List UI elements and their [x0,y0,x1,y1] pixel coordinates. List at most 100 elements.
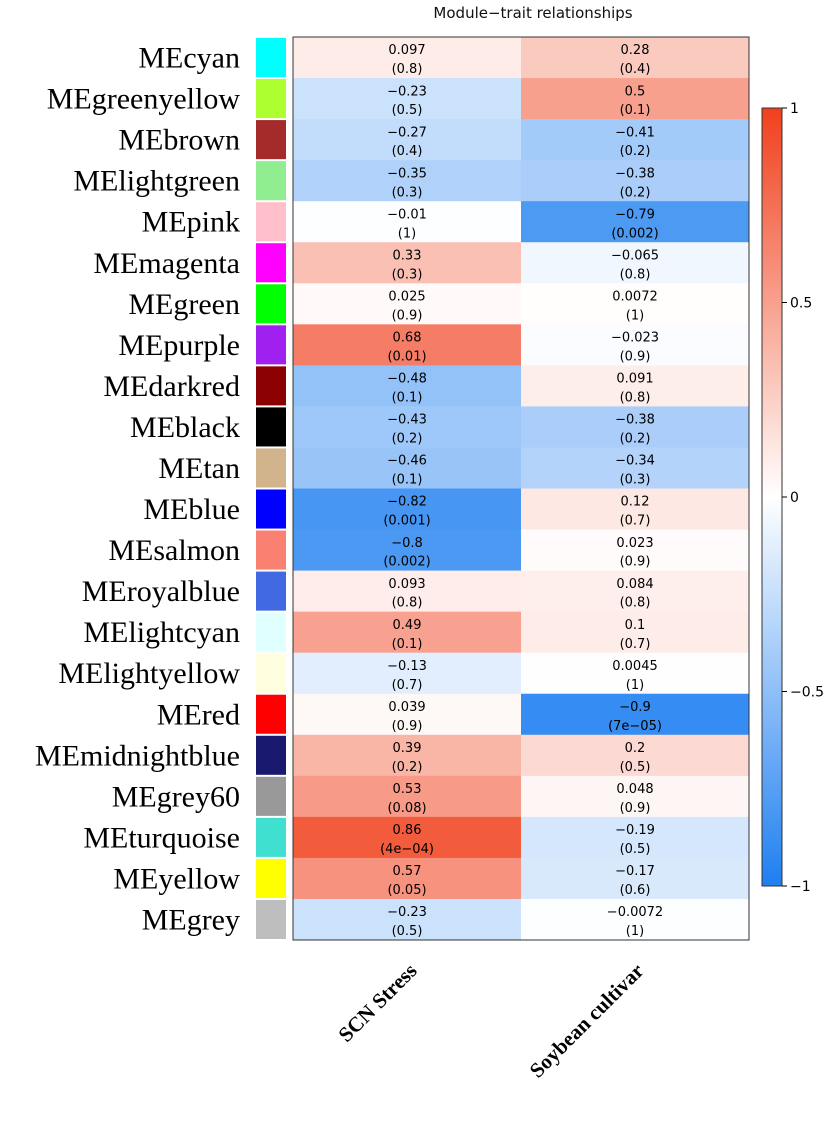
pvalue-label: (0.001) [383,514,430,529]
heat-cell [521,775,749,818]
heat-cell [293,693,521,736]
module-color-swatch [256,489,286,529]
pvalue-label: (0.5) [620,842,651,857]
correlation-label: 0.2 [625,741,646,756]
module-color-swatch [256,325,286,365]
row-label: MEpurple [118,329,240,362]
column-labels: SCN Stress Soybean cultivar [333,959,648,1083]
row-label: MElightyellow [58,657,240,690]
heat-cell [521,734,749,777]
heat-cell [293,283,521,325]
colorbar: 1 0.5 0 −0.5 −1 [761,101,824,895]
heat-cell [293,734,521,777]
correlation-label: −0.38 [615,413,655,428]
pvalue-label: (0.9) [620,801,651,816]
module-color-swatch [256,612,286,652]
heat-cell [521,242,749,284]
correlation-label: 0.5 [625,84,646,99]
module-color-swatch [256,899,286,939]
module-color-swatch [256,243,286,283]
heat-cell [293,119,521,161]
row-label: MEgreenyellow [47,83,241,116]
pvalue-label: (1) [626,678,644,693]
heat-cell [521,693,749,736]
row-mecyan: MEcyan 0.097 (0.8) 0.28 (0.4) [138,37,749,79]
row-label: MEgrey [142,903,240,936]
heat-cell [293,37,521,79]
module-color-swatch [256,79,286,119]
row-label: MEcyan [138,42,240,75]
row-memidnightblue: MEmidnightblue 0.39 (0.2) 0.2 (0.5) [35,734,749,777]
pvalue-label: (0.9) [620,555,651,570]
heat-cell [293,898,521,941]
row-label: MEdarkred [103,370,240,403]
chart-title: Module−trait relationships [433,4,632,22]
correlation-label: 0.49 [393,618,422,633]
correlation-label: −0.41 [615,125,655,140]
correlation-label: 0.084 [616,577,653,592]
row-melightcyan: MElightcyan 0.49 (0.1) 0.1 (0.7) [83,611,749,654]
pvalue-label: (0.2) [392,760,423,775]
heat-cell [521,324,749,366]
pvalue-label: (0.4) [620,62,651,77]
pvalue-label: (0.1) [392,637,423,652]
row-label: MEmagenta [93,247,240,280]
row-label: MEblue [143,493,240,526]
correlation-label: −0.01 [387,207,427,222]
heat-cell [521,898,749,941]
row-megreenyellow: MEgreenyellow −0.23 (0.5) 0.5 (0.1) [47,78,749,120]
row-label: MEyellow [113,862,240,895]
pvalue-label: (0.8) [620,390,651,405]
pvalue-label: (0.1) [392,473,423,488]
pvalue-label: (0.7) [392,678,423,693]
heat-cell [521,160,749,202]
heat-cell [521,816,749,859]
module-color-swatch [256,366,286,406]
correlation-label: 0.1 [625,618,646,633]
correlation-label: −0.46 [387,454,427,469]
row-label: MEbrown [118,124,240,157]
pvalue-label: (0.5) [392,924,423,939]
correlation-label: −0.27 [387,125,427,140]
module-color-swatch [256,817,286,857]
pvalue-label: (0.2) [620,432,651,447]
heat-cell [521,488,749,531]
heat-cell [293,324,521,366]
heat-cell [521,447,749,489]
heatmap-body: MEcyan 0.097 (0.8) 0.28 (0.4) MEgreenyellow −0… [35,36,750,941]
heatmap-border [292,36,750,941]
correlation-label: 0.0072 [612,290,658,305]
row-label: MEtan [158,452,240,485]
heat-cell [293,652,521,695]
correlation-label: −0.9 [619,700,651,715]
pvalue-label: (4e−04) [380,842,434,857]
heat-cell [521,652,749,695]
correlation-label: 0.039 [388,700,425,715]
heat-cell [521,37,749,79]
pvalue-label: (0.5) [620,760,651,775]
row-mebrown: MEbrown −0.27 (0.4) −0.41 (0.2) [118,119,749,161]
heat-cell [293,529,521,572]
module-color-swatch [256,448,286,488]
correlation-label: 0.093 [388,577,425,592]
correlation-label: −0.065 [611,248,659,263]
heat-cell [521,119,749,161]
row-meblue: MEblue −0.82 (0.001) 0.12 (0.7) [143,488,749,531]
module-color-swatch [256,530,286,570]
row-label: MElightcyan [83,616,240,649]
correlation-label: 0.048 [616,782,653,797]
pvalue-label: (0.1) [392,390,423,405]
module-color-swatch [256,776,286,816]
heat-cell [293,78,521,120]
correlation-label: −0.0072 [607,905,663,920]
colorbar-gradient [761,107,783,887]
heat-cell [521,406,749,448]
row-meturquoise: MEturquoise 0.86 (4e−04) −0.19 (0.5) [83,816,749,859]
correlation-label: −0.23 [387,84,427,99]
row-medarkred: MEdarkred −0.48 (0.1) 0.091 (0.8) [103,365,749,407]
row-metan: MEtan −0.46 (0.1) −0.34 (0.3) [158,447,749,489]
row-label: MEmidnightblue [35,739,240,772]
row-megrey: MEgrey −0.23 (0.5) −0.0072 (1) [142,898,749,941]
pvalue-label: (0.3) [392,267,423,282]
